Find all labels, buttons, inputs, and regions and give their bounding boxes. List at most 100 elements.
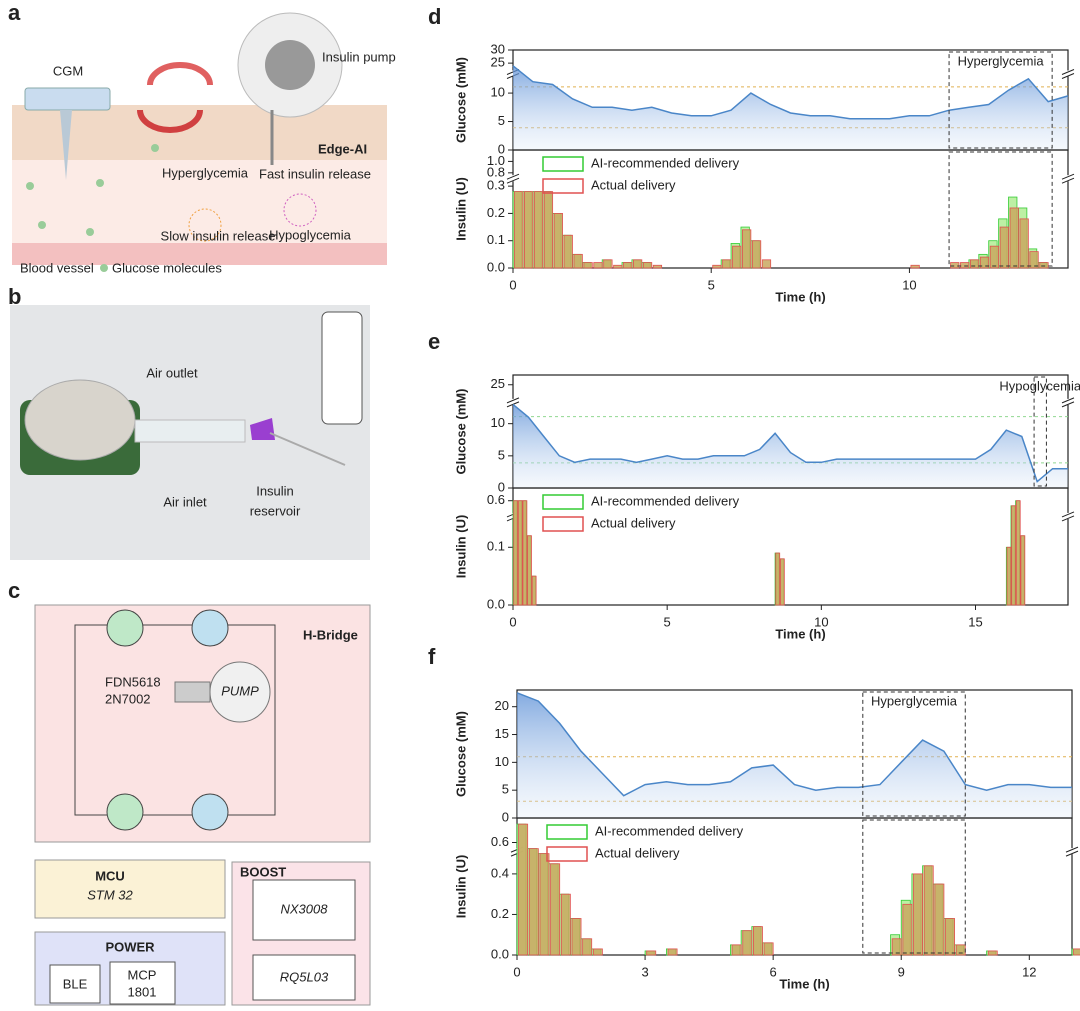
label: Air inlet: [163, 494, 207, 509]
insulin-bar: [780, 558, 785, 606]
insulin-bar: [742, 930, 753, 956]
insulin-bar: [531, 575, 537, 606]
x-tick-label: 3: [641, 964, 648, 979]
y-tick-label: 0.6: [491, 834, 509, 849]
panel-c: c H-Bridge FDN5618 2N7002 PUMP MCU STM 3…: [8, 578, 371, 1006]
insulin-bar: [979, 256, 990, 269]
label: Fast insulin release: [259, 166, 371, 181]
highlight-box: [862, 691, 966, 817]
glucose-area: [517, 692, 1072, 818]
insulin-bar: [1029, 251, 1039, 269]
label: PUMP: [221, 683, 259, 698]
y-tick-label: 0.3: [487, 178, 505, 193]
x-tick-label: 0: [513, 964, 520, 979]
y-tick-label: 0: [498, 479, 505, 494]
y-tick-label: 0.2: [491, 906, 509, 921]
label: H-Bridge: [303, 627, 358, 642]
x-tick-label: 0: [509, 277, 516, 292]
insulin-bar: [513, 500, 519, 606]
insulin-bar: [603, 259, 613, 269]
axis-break: [1062, 398, 1074, 405]
axis-break-mark: [506, 397, 520, 408]
axis-break-mark: [1061, 173, 1075, 184]
label: MCP: [128, 967, 157, 982]
highlight-box: [948, 51, 1053, 149]
insulin-bar: [523, 191, 534, 269]
axis-break-mark: [1061, 397, 1075, 408]
axis-break: [507, 398, 519, 405]
chip: [174, 681, 211, 703]
insulin-bar: [539, 853, 550, 956]
axis-break: [507, 175, 519, 182]
panel-letter: b: [8, 284, 21, 309]
insulin-bar: [518, 823, 529, 956]
insulin-bar: [999, 226, 1009, 269]
y-tick-label: 0: [502, 809, 509, 824]
mcu-box: [34, 859, 226, 919]
insulin-bar: [514, 191, 524, 269]
transistor: [106, 609, 144, 647]
legend-label: Actual delivery: [591, 177, 676, 192]
insulin-bar: [753, 926, 763, 956]
axis-break-mark: [1061, 511, 1075, 522]
arrow: [137, 109, 203, 133]
x-tick-label: 9: [898, 964, 905, 979]
insulin-bar: [563, 234, 573, 269]
label: FDN5618: [105, 674, 161, 689]
y-tick-label: 0.0: [487, 596, 505, 611]
ble-box: [49, 964, 101, 1004]
y-tick-label: 10: [495, 754, 509, 769]
insulin-bar: [1019, 218, 1029, 269]
panel-letter: f: [428, 644, 436, 669]
glucose-line: [512, 65, 1069, 120]
insulin-bar: [950, 262, 960, 269]
insulin-bar: [987, 950, 998, 956]
insulin-bar: [969, 259, 980, 269]
y-tick-label: 0.4: [491, 865, 509, 880]
y-axis-label: Insulin (U): [453, 177, 468, 241]
label: BLE: [63, 976, 88, 991]
reservoir: [250, 418, 275, 440]
insulin-bar: [989, 245, 1000, 269]
axis-break: [1062, 175, 1074, 182]
insulin-bar: [667, 948, 678, 956]
transistor: [191, 793, 229, 831]
y-tick-label: 0.6: [487, 492, 505, 507]
y-axis-label: Glucose (mM): [453, 57, 468, 143]
insulin-bar: [583, 262, 593, 269]
glucose: [86, 228, 94, 236]
legend-swatch: [546, 846, 588, 862]
x-axis-label: Time (h): [779, 976, 829, 991]
insulin-bar: [593, 262, 603, 269]
legend-swatch: [542, 178, 584, 194]
insulin-bar: [731, 944, 742, 956]
insulin-bar: [646, 950, 657, 956]
x-tick-label: 0: [509, 614, 516, 629]
label: Hypoglycemia: [269, 227, 351, 242]
insulin-bar: [642, 262, 653, 269]
insulin-bar: [742, 229, 752, 269]
label: POWER: [105, 939, 155, 954]
insulin-bar: [934, 883, 945, 956]
y-axis-label: Insulin (U): [453, 855, 468, 919]
insulin-bar: [573, 253, 583, 269]
insulin-bar: [923, 865, 934, 956]
label: 1801: [128, 984, 157, 999]
y-tick-label: 0.1: [487, 539, 505, 554]
glucose: [151, 144, 159, 152]
insulin-bar: [913, 873, 923, 956]
y-tick-label: 10: [491, 85, 505, 100]
label: Edge-AI: [318, 141, 367, 156]
annotation: Hypoglycemia: [999, 378, 1080, 393]
y-tick-label: 5: [498, 447, 505, 462]
insulin-bar: [910, 264, 920, 269]
insulin-bar: [712, 264, 722, 269]
x-tick-label: 12: [1022, 964, 1036, 979]
axis-break: [1062, 512, 1074, 519]
panel-a: a CGM Insulin pump Edge-AI Hyperglycemia…: [8, 0, 396, 275]
tissue: [12, 160, 387, 245]
nx-box: [252, 879, 356, 941]
insulin-bar: [623, 262, 633, 269]
glucose-line: [512, 403, 1068, 483]
insulin-bar: [761, 259, 772, 269]
